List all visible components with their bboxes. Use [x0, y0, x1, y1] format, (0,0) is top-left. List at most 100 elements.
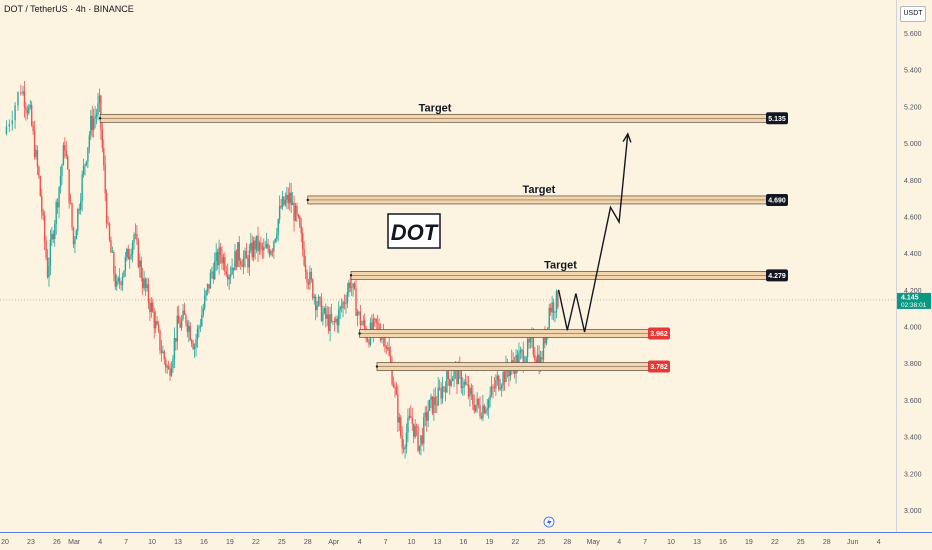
y-tick-label: 5.200	[904, 104, 922, 111]
candle-body	[363, 320, 366, 329]
candle-body	[522, 350, 524, 365]
candle-body	[425, 412, 428, 421]
candle-body	[232, 267, 235, 271]
candle-body	[29, 104, 31, 108]
projection-path	[557, 133, 629, 333]
candle-body	[175, 338, 177, 342]
candle-body	[392, 384, 395, 387]
candle-body	[160, 350, 163, 353]
candle-body	[166, 366, 168, 368]
candle-body	[185, 314, 187, 323]
candle-body	[304, 265, 307, 272]
candle-body	[146, 284, 148, 288]
candle-body	[265, 243, 268, 248]
candle-body	[283, 196, 285, 205]
current-price-value: 4.145	[901, 294, 919, 301]
candle-body	[183, 310, 186, 315]
candle-body	[372, 318, 375, 332]
x-tick-label: Mar	[68, 539, 81, 546]
candle-body	[120, 282, 122, 286]
candle-body	[123, 270, 125, 277]
candle-body	[101, 129, 104, 148]
support-zone: 3.962	[358, 327, 670, 340]
candle-body	[368, 341, 370, 345]
candle-body	[410, 416, 412, 419]
candle-body	[287, 194, 289, 203]
candle-body	[111, 252, 114, 254]
candle-body	[36, 149, 39, 167]
candle-body	[97, 103, 99, 115]
zone-anchor-dot	[98, 117, 102, 120]
candle-body	[38, 166, 40, 177]
candle-body	[552, 302, 555, 313]
x-tick-label: 16	[460, 539, 468, 546]
candle-body	[173, 338, 176, 359]
time-axis-panel	[0, 532, 932, 550]
candle-body	[528, 338, 530, 343]
candle-body	[505, 362, 507, 383]
current-price-badge-bg	[897, 292, 931, 309]
candle-body	[218, 247, 220, 266]
candle-body	[549, 307, 552, 313]
candle-body	[64, 145, 66, 151]
target-label: Target	[419, 102, 452, 114]
x-tick-label: 13	[693, 539, 701, 546]
candle-body	[215, 252, 217, 261]
candle-body	[133, 234, 135, 243]
candle-body	[420, 435, 422, 446]
candle-body	[245, 250, 248, 259]
candle-body	[250, 242, 252, 251]
candle-body	[278, 205, 281, 220]
x-tick-label: 4	[98, 539, 102, 546]
candle-body	[325, 308, 327, 319]
candle-body	[451, 378, 454, 382]
candle-body	[424, 412, 426, 417]
candle-body	[535, 359, 537, 363]
candle-body	[68, 169, 70, 203]
candle-body	[169, 368, 171, 376]
candle-body	[153, 311, 155, 329]
candle-body	[240, 260, 242, 265]
level-badge-value: 4.690	[768, 197, 786, 204]
candle-body	[294, 205, 297, 221]
currency-badge[interactable]: USDT	[900, 6, 926, 22]
chart-title: DOT	[391, 220, 439, 245]
candle-body	[28, 107, 30, 114]
candle-body	[336, 318, 339, 326]
candle-body	[319, 296, 321, 298]
candle-body	[338, 309, 340, 326]
lightning-icon	[543, 516, 555, 528]
candle-body	[35, 149, 37, 157]
candle-body	[84, 164, 86, 166]
candle-body	[374, 318, 376, 320]
candle-body	[244, 250, 246, 258]
level-badge	[766, 193, 788, 206]
candle-body	[548, 307, 550, 328]
candle-body	[483, 405, 486, 414]
candle-body	[479, 405, 481, 417]
candle-body	[415, 426, 418, 427]
x-tick-label: 22	[511, 539, 519, 546]
candle-body	[359, 311, 362, 326]
x-tick-label: 28	[823, 539, 831, 546]
candle-body	[342, 302, 344, 309]
candle-body	[492, 386, 494, 388]
candle-body	[205, 290, 207, 296]
candle-body	[466, 384, 468, 385]
candle-body	[408, 416, 411, 418]
candle-body	[314, 296, 317, 310]
candle-body	[482, 405, 484, 419]
target-zone: Target 5.135	[98, 102, 788, 125]
candle-body	[476, 398, 478, 405]
candle-body	[375, 318, 377, 323]
candle-body	[42, 212, 44, 216]
x-tick-label: 13	[434, 539, 442, 546]
candle-body	[263, 247, 265, 251]
candle-body	[131, 242, 134, 255]
x-tick-label: 7	[643, 539, 647, 546]
candle-body	[462, 386, 464, 388]
candle-body	[378, 324, 380, 333]
